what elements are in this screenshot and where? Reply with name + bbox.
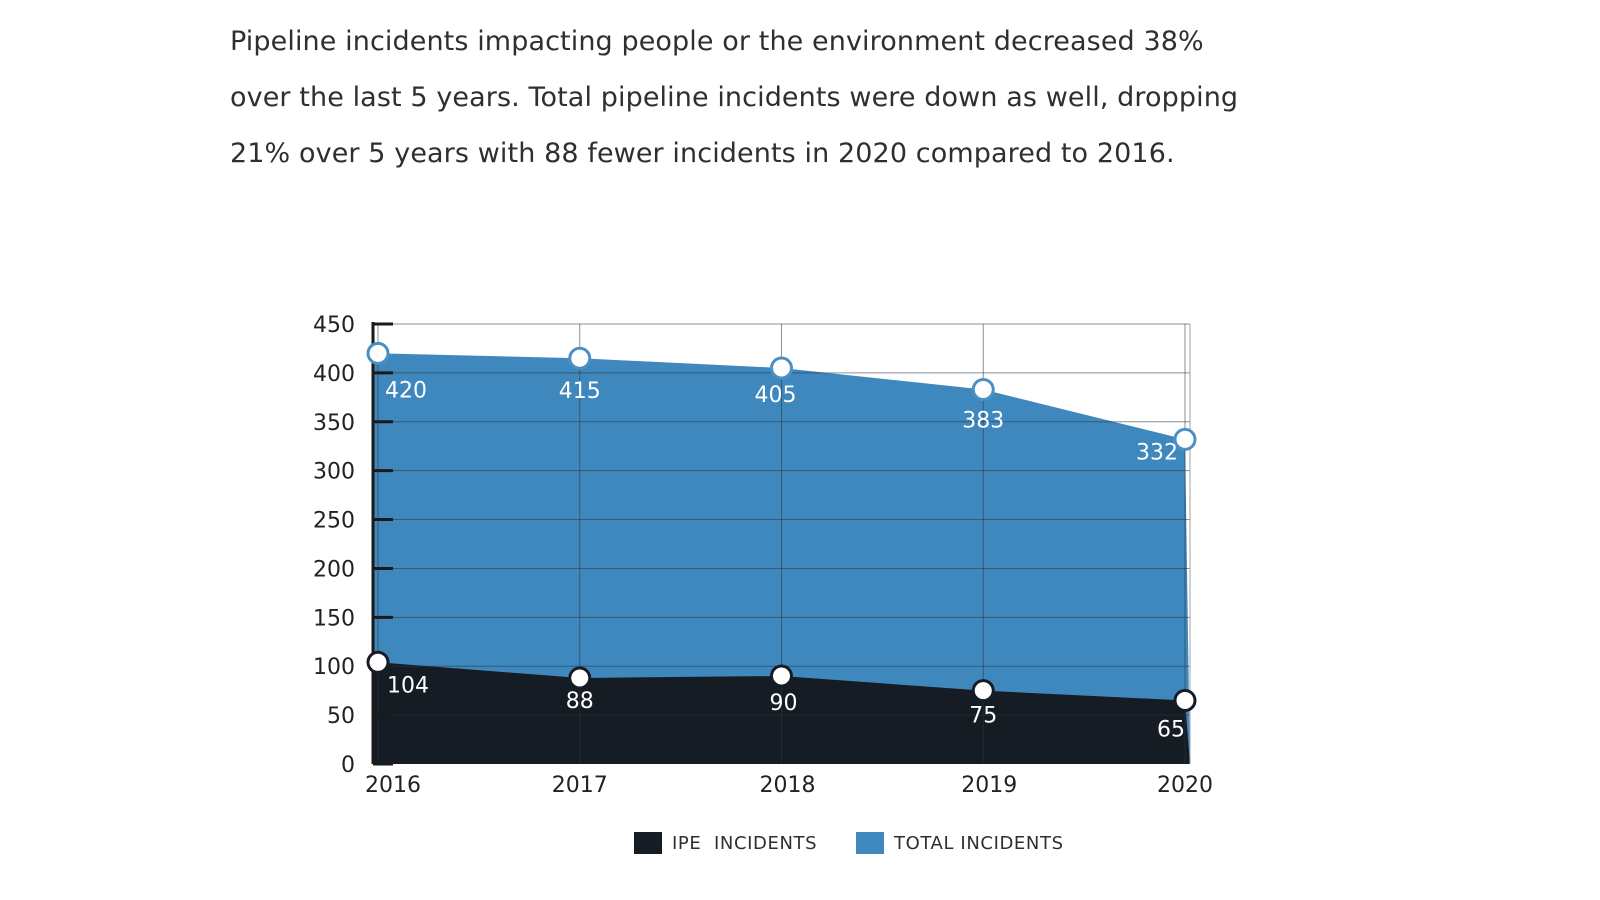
x-tick-label-2017: 2017 — [552, 773, 608, 798]
ipe-marker-2018 — [770, 664, 793, 688]
y-tick-label-150: 150 — [313, 606, 355, 631]
total-data-label-2017: 415 — [559, 379, 601, 404]
legend-ipe-label: IPE INCIDENTS — [672, 832, 818, 854]
y-tick-label-400: 400 — [313, 362, 355, 387]
ipe-data-label-2020: 65 — [1157, 717, 1185, 742]
marker-layer — [366, 341, 1197, 712]
ipe-data-label-2016: 104 — [387, 673, 429, 698]
y-tick-label-350: 350 — [313, 411, 355, 436]
ipe-data-label-2018: 90 — [770, 691, 798, 716]
total-marker-2019 — [971, 378, 995, 402]
intro-line-2: over the last 5 years. Total pipeline in… — [230, 82, 1239, 113]
y-tick-label-100: 100 — [313, 655, 355, 680]
legend-total-label: TOTAL INCIDENTS — [894, 832, 1064, 854]
legend-ipe-swatch — [634, 832, 662, 854]
intro-paragraph: Pipeline incidents impacting people or t… — [230, 14, 1310, 182]
x-tick-label-2016: 2016 — [365, 773, 421, 798]
total-data-label-2020: 332 — [1136, 440, 1178, 465]
x-tick-label-2019: 2019 — [961, 773, 1017, 798]
total-marker-2018 — [770, 356, 793, 380]
legend-ipe: IPE INCIDENTS — [634, 832, 817, 854]
ipe-marker-2019 — [971, 679, 995, 703]
total-marker-2017 — [568, 346, 592, 370]
label-layer: 420 415 405 383 332 104 88 90 75 65 — [385, 378, 1185, 742]
y-tick-label-200: 200 — [313, 557, 355, 582]
ipe-marker-2017 — [568, 666, 592, 690]
ipe-data-label-2017: 88 — [566, 689, 594, 714]
y-tick-label-450: 450 — [313, 313, 355, 338]
ipe-marker-2020 — [1173, 688, 1197, 712]
intro-line-3: 21% over 5 years with 88 fewer incidents… — [230, 138, 1175, 169]
total-marker-2016 — [366, 341, 390, 365]
incidents-area-chart: 0 50 100 150 200 250 300 350 400 450 2016 2017 2018 2… — [313, 313, 1213, 798]
legend-total-swatch — [856, 832, 884, 854]
total-data-label-2016: 420 — [385, 378, 427, 403]
y-tick-label-250: 250 — [313, 509, 355, 534]
ipe-data-label-2019: 75 — [969, 704, 997, 729]
x-tick-label-2018: 2018 — [760, 773, 816, 798]
y-tick-label-50: 50 — [327, 704, 355, 729]
total-data-label-2018: 405 — [755, 383, 797, 408]
legend-total: TOTAL INCIDENTS — [856, 832, 1064, 854]
y-tick-label-0: 0 — [341, 753, 355, 778]
intro-line-1: Pipeline incidents impacting people or t… — [230, 26, 1204, 57]
total-marker-2020 — [1173, 427, 1197, 451]
total-data-label-2019: 383 — [962, 409, 1004, 434]
y-tick-label-300: 300 — [313, 460, 355, 485]
x-tick-label-2020: 2020 — [1157, 773, 1213, 798]
ipe-marker-2016 — [366, 650, 390, 674]
